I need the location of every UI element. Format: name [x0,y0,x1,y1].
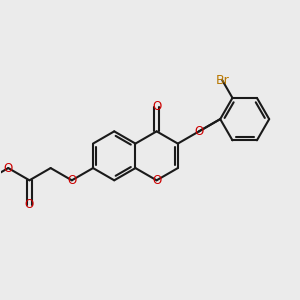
Text: O: O [152,100,161,113]
Text: O: O [4,162,13,175]
Text: Br: Br [215,74,229,87]
Text: O: O [152,174,161,187]
Text: O: O [194,125,204,138]
Text: O: O [67,174,76,187]
Text: O: O [25,198,34,211]
